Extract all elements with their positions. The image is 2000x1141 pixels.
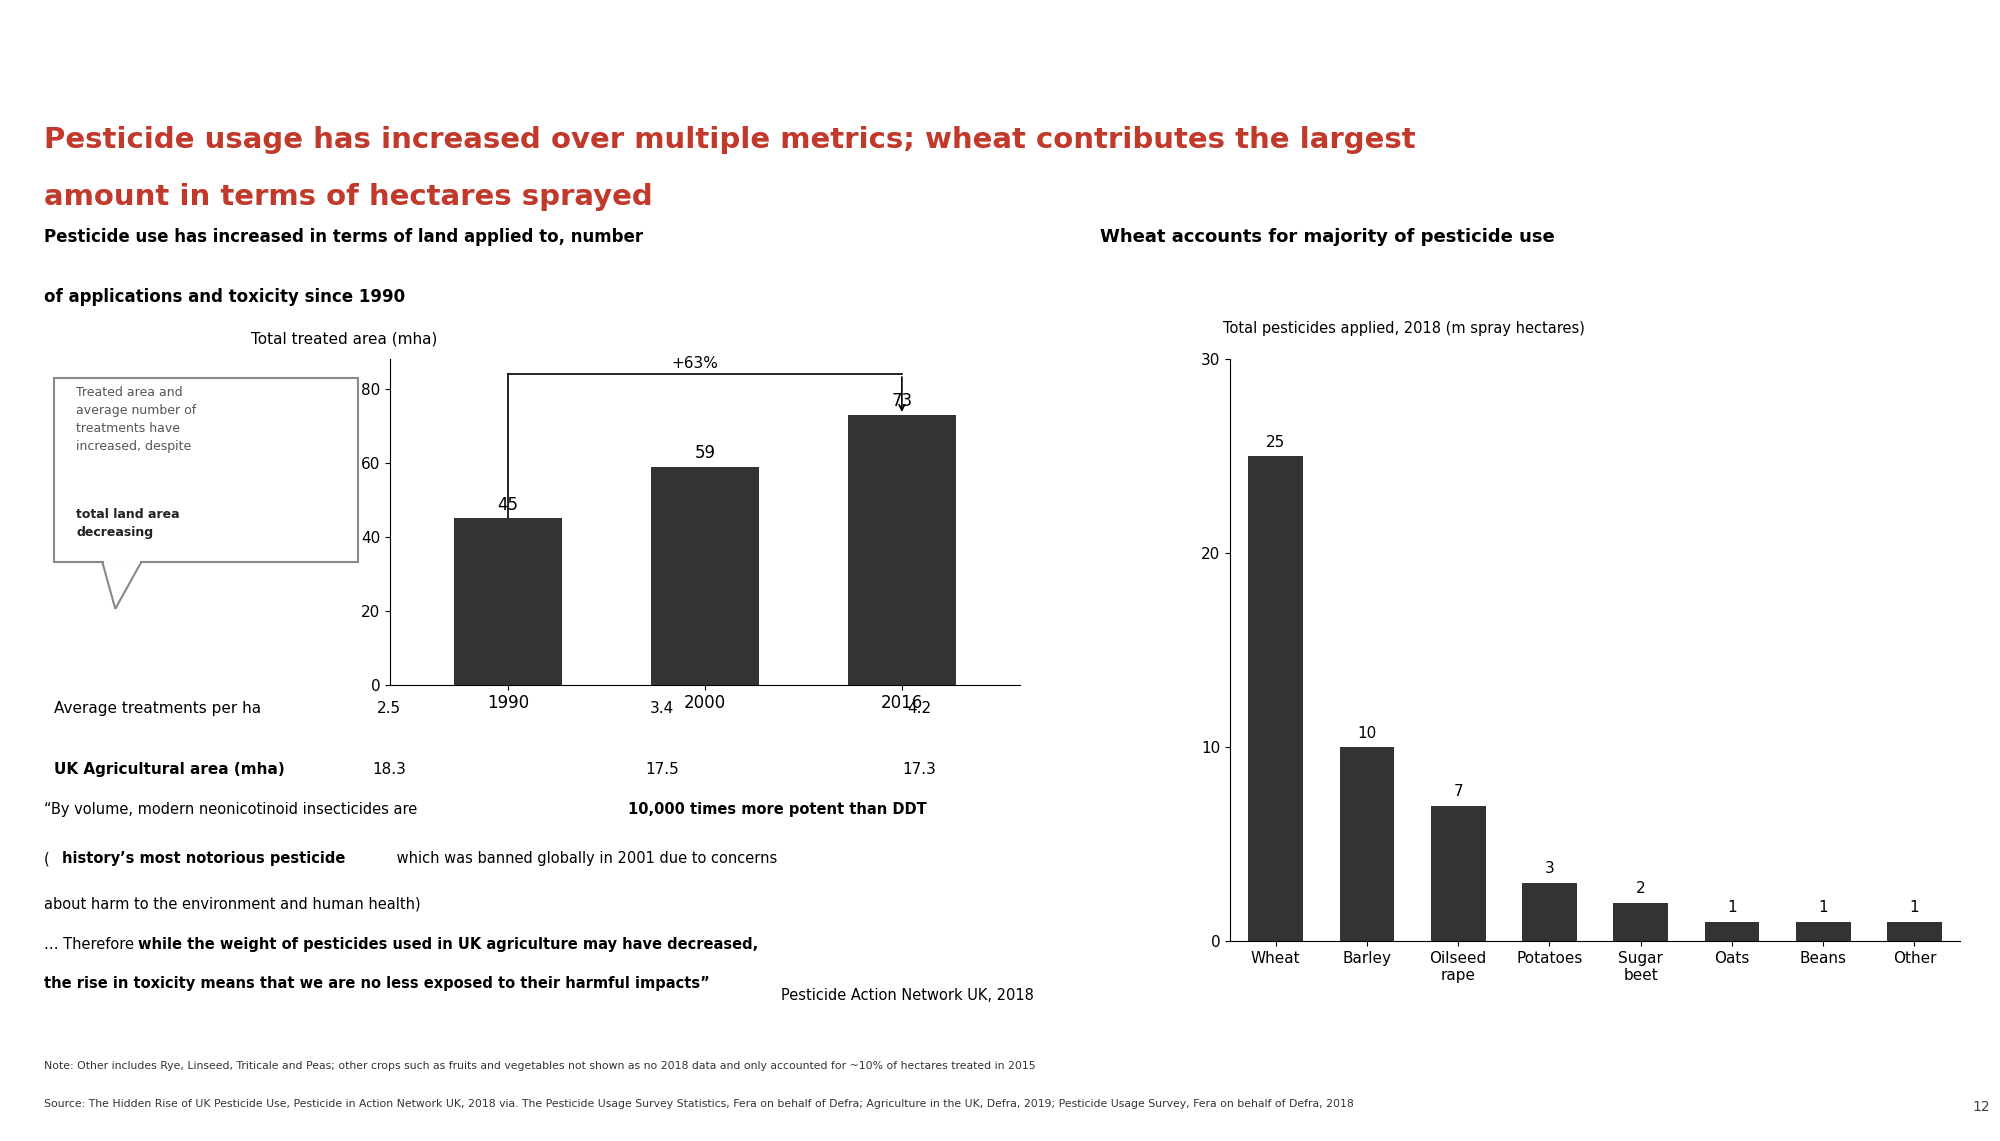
Text: FOOD STRATEGY: FOOD STRATEGY — [44, 72, 238, 92]
Text: 3.4: 3.4 — [650, 701, 674, 715]
Text: 1: 1 — [1818, 900, 1828, 915]
Text: 3: 3 — [1544, 861, 1554, 876]
Text: 10: 10 — [1358, 726, 1376, 741]
Text: 2: 2 — [1636, 881, 1646, 896]
Text: which was banned globally in 2001 due to concerns: which was banned globally in 2001 due to… — [392, 851, 778, 866]
Text: 18.3: 18.3 — [372, 762, 406, 777]
Bar — [1888, 922, 1942, 941]
Text: Wheat accounts for majority of pesticide use: Wheat accounts for majority of pesticide… — [1100, 228, 1554, 246]
Bar — [454, 518, 562, 685]
Text: total land area
decreasing: total land area decreasing — [76, 508, 180, 540]
Text: 10,000 times more potent than DDT: 10,000 times more potent than DDT — [628, 802, 926, 817]
Text: 4.2: 4.2 — [906, 701, 932, 715]
Text: 1: 1 — [1910, 900, 1920, 915]
Bar — [1340, 747, 1394, 941]
Text: “By volume, modern neonicotinoid insecticides are: “By volume, modern neonicotinoid insecti… — [44, 802, 422, 817]
Text: 73: 73 — [892, 393, 912, 411]
Text: 2.5: 2.5 — [376, 701, 402, 715]
Polygon shape — [102, 563, 142, 609]
Text: of applications and toxicity since 1990: of applications and toxicity since 1990 — [44, 288, 406, 306]
Text: +63%: +63% — [672, 356, 718, 371]
Text: 59: 59 — [694, 444, 716, 462]
Text: while the weight of pesticides used in UK agriculture may have decreased,: while the weight of pesticides used in U… — [138, 937, 758, 952]
Text: 12: 12 — [1972, 1100, 1990, 1114]
Text: 25: 25 — [1266, 435, 1286, 450]
Text: amount in terms of hectares sprayed: amount in terms of hectares sprayed — [44, 184, 652, 211]
Text: Pesticide use has increased in terms of land applied to, number: Pesticide use has increased in terms of … — [44, 228, 644, 246]
Bar — [1522, 883, 1576, 941]
Text: Pesticide usage has increased over multiple metrics; wheat contributes the large: Pesticide usage has increased over multi… — [44, 126, 1416, 154]
Text: Total treated area (mha): Total treated area (mha) — [252, 331, 438, 347]
Text: Treated area and
average number of
treatments have
increased, despite: Treated area and average number of treat… — [76, 386, 196, 470]
Text: Source: The Hidden Rise of UK Pesticide Use, Pesticide in Action Network UK, 201: Source: The Hidden Rise of UK Pesticide … — [44, 1099, 1354, 1109]
Bar — [1430, 806, 1486, 941]
Text: 17.3: 17.3 — [902, 762, 936, 777]
Bar — [1796, 922, 1850, 941]
Text: the rise in toxicity means that we are no less exposed to their harmful impacts”: the rise in toxicity means that we are n… — [44, 976, 710, 990]
Text: about harm to the environment and human health): about harm to the environment and human … — [44, 897, 420, 912]
Text: … Therefore: … Therefore — [44, 937, 138, 952]
Text: UK Agricultural area (mha): UK Agricultural area (mha) — [54, 762, 284, 777]
Text: 17.5: 17.5 — [646, 762, 678, 777]
Text: Total pesticides applied, 2018 (m spray hectares): Total pesticides applied, 2018 (m spray … — [1222, 321, 1584, 337]
Bar — [848, 415, 956, 685]
Text: Average treatments per ha: Average treatments per ha — [54, 701, 262, 715]
Text: 1: 1 — [1728, 900, 1736, 915]
Text: 45: 45 — [498, 496, 518, 513]
Bar — [1248, 456, 1304, 941]
Bar — [1704, 922, 1760, 941]
Bar — [1614, 903, 1668, 941]
Text: Pesticide Action Network UK, 2018: Pesticide Action Network UK, 2018 — [780, 987, 1034, 1003]
FancyBboxPatch shape — [54, 378, 358, 563]
Text: (: ( — [44, 851, 50, 866]
Text: NATIONAL: NATIONAL — [44, 32, 162, 52]
Text: Note: Other includes Rye, Linseed, Triticale and Peas; other crops such as fruit: Note: Other includes Rye, Linseed, Triti… — [44, 1061, 1036, 1071]
Text: history’s most notorious pesticide: history’s most notorious pesticide — [62, 851, 346, 866]
Bar — [650, 467, 760, 685]
Text: 7: 7 — [1454, 784, 1462, 799]
